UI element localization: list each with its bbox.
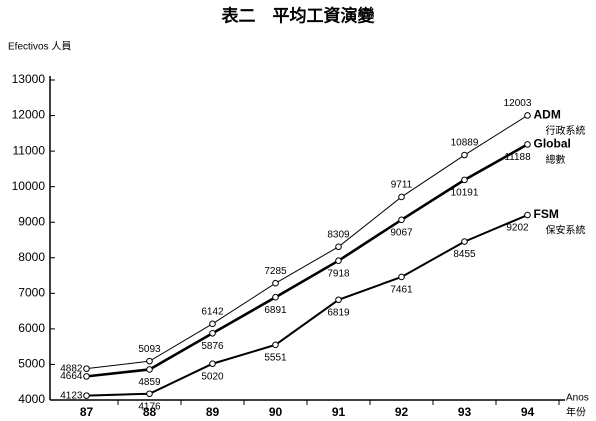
value-label: 5093 bbox=[138, 344, 161, 355]
series-name-zh: 行政系統 bbox=[546, 124, 586, 137]
value-label: 9202 bbox=[506, 223, 529, 234]
marker bbox=[209, 320, 216, 328]
y-tick-label: 11000 bbox=[13, 143, 46, 157]
series-name: ADM bbox=[534, 108, 561, 122]
marker bbox=[335, 257, 342, 264]
series-line bbox=[86, 214, 528, 397]
y-tick-label: 9000 bbox=[18, 214, 45, 228]
value-label: 7461 bbox=[390, 285, 413, 296]
marker bbox=[209, 360, 216, 368]
x-tick-label: 88 bbox=[143, 405, 157, 419]
marker bbox=[461, 238, 468, 245]
marker bbox=[146, 357, 153, 365]
y-tick-label: 10000 bbox=[12, 179, 46, 193]
value-label: 10889 bbox=[451, 138, 479, 149]
value-label: 6819 bbox=[327, 307, 350, 318]
y-tick-label: 12000 bbox=[12, 108, 46, 122]
value-label: 4882 bbox=[60, 363, 83, 374]
marker bbox=[272, 341, 279, 349]
value-label: 5876 bbox=[201, 341, 224, 352]
y-axis-label: Efectivos 人員 bbox=[8, 41, 71, 53]
marker bbox=[146, 366, 153, 373]
marker bbox=[524, 141, 531, 148]
marker bbox=[335, 296, 342, 304]
marker bbox=[209, 329, 216, 337]
value-label: 7285 bbox=[264, 266, 287, 277]
x-tick-label: 93 bbox=[458, 405, 472, 419]
marker bbox=[272, 293, 279, 301]
marker bbox=[398, 193, 405, 201]
y-tick-label: 8000 bbox=[18, 250, 45, 264]
x-axis-label-zh: 年份 bbox=[566, 406, 586, 419]
value-label: 4859 bbox=[138, 377, 161, 388]
value-label: 8455 bbox=[453, 249, 476, 260]
value-label: 12003 bbox=[504, 98, 532, 109]
x-tick-label: 92 bbox=[395, 405, 409, 419]
marker bbox=[272, 279, 279, 287]
marker bbox=[146, 390, 153, 398]
x-axis-label: Anos bbox=[566, 393, 589, 404]
x-tick-label: 94 bbox=[521, 405, 535, 419]
value-label: 6891 bbox=[264, 305, 287, 316]
series-name-zh: 保安系統 bbox=[546, 224, 586, 237]
value-label: 11188 bbox=[504, 152, 531, 163]
value-label: 9067 bbox=[390, 227, 413, 238]
chart-title: 表二 平均工資演變 bbox=[222, 5, 376, 25]
x-tick-label: 87 bbox=[80, 405, 94, 419]
marker bbox=[335, 243, 342, 251]
value-label: 5020 bbox=[201, 371, 224, 382]
y-tick-label: 6000 bbox=[18, 321, 45, 335]
x-tick-label: 91 bbox=[332, 405, 346, 419]
value-label: 8309 bbox=[327, 229, 350, 240]
marker bbox=[398, 216, 405, 224]
value-label: 5551 bbox=[264, 352, 287, 363]
value-label: 7918 bbox=[327, 268, 350, 279]
series-line bbox=[86, 143, 529, 378]
series-line bbox=[86, 115, 528, 370]
value-label: 4176 bbox=[138, 401, 161, 412]
marker bbox=[524, 211, 531, 219]
marker bbox=[461, 176, 468, 184]
x-tick-label: 90 bbox=[269, 405, 283, 419]
value-label: 4123 bbox=[60, 390, 83, 401]
marker bbox=[83, 373, 90, 380]
marker bbox=[524, 112, 531, 119]
marker bbox=[83, 365, 90, 372]
x-tick-label: 89 bbox=[206, 405, 220, 419]
marker bbox=[398, 273, 405, 281]
series-name: Global bbox=[534, 137, 571, 151]
marker bbox=[83, 392, 90, 399]
series-name: FSM bbox=[534, 207, 559, 221]
y-tick-label: 13000 bbox=[12, 72, 46, 86]
value-label: 9711 bbox=[391, 180, 413, 191]
y-tick-label: 7000 bbox=[18, 286, 45, 300]
value-label: 4664 bbox=[60, 371, 83, 382]
value-label: 6142 bbox=[201, 306, 224, 317]
marker bbox=[461, 151, 468, 159]
y-tick-label: 5000 bbox=[18, 357, 45, 371]
y-tick-label: 4000 bbox=[18, 392, 45, 406]
series-name-zh: 總數 bbox=[546, 153, 566, 166]
value-label: 10191 bbox=[451, 188, 479, 199]
